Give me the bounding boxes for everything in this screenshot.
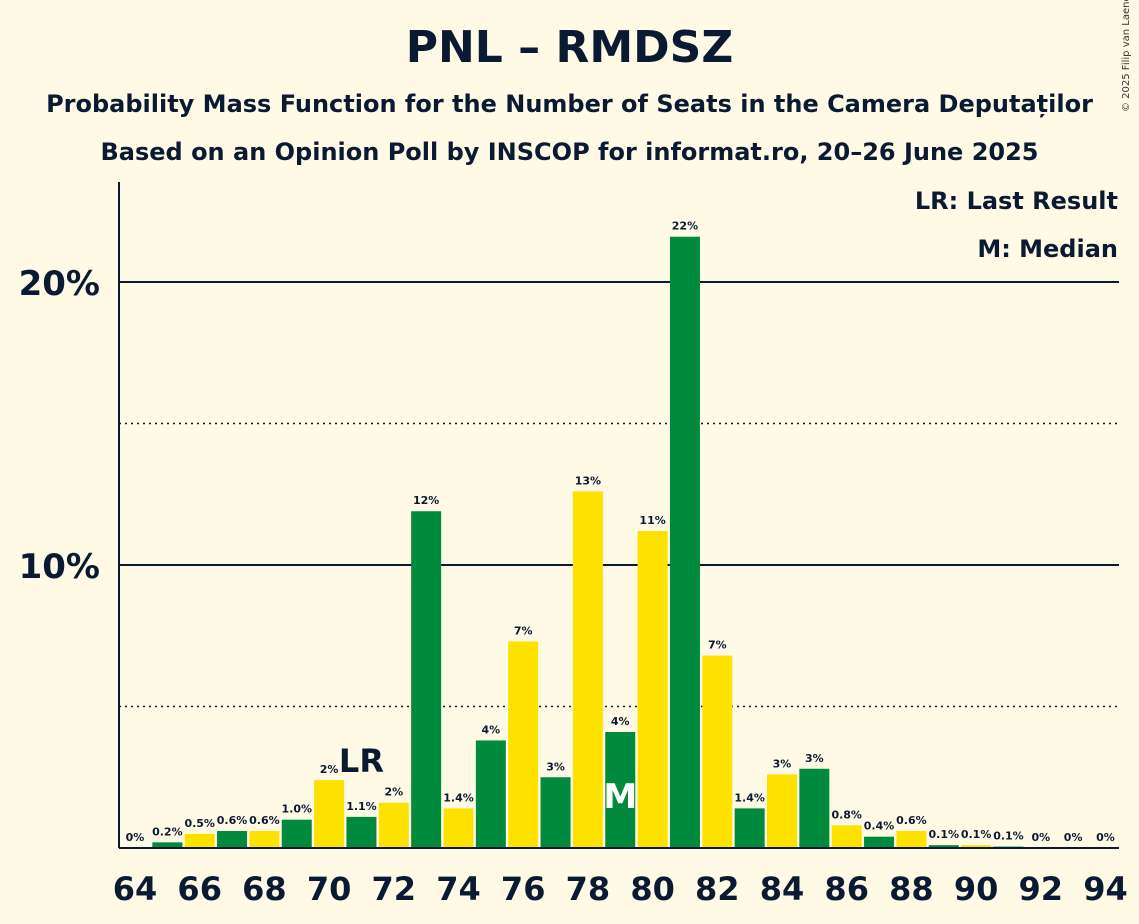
legend-median: M: Median	[977, 235, 1118, 263]
bars	[152, 236, 1024, 849]
bar-seat-77	[540, 777, 571, 848]
bar-seat-89	[928, 845, 959, 848]
x-tick-label: 72	[372, 870, 417, 908]
x-tick-label: 80	[630, 870, 675, 908]
data-label: 1.4%	[734, 791, 765, 804]
bar-seat-78	[572, 491, 603, 848]
data-label: 1.1%	[346, 800, 377, 813]
x-tick-label: 90	[954, 870, 999, 908]
data-labels: 0% 0.2%0.5% 0.6% 0.6%1.0%2%1.1%2%12%1.4%4%7…	[126, 220, 1115, 844]
data-label: 0.2%	[152, 825, 183, 838]
bar-seat-85	[799, 768, 830, 848]
data-label: 4%	[611, 715, 630, 728]
y-tick-label: 10%	[19, 547, 100, 587]
data-label: 2%	[320, 763, 339, 776]
last-result-marker: LR	[339, 742, 384, 780]
bar-seat-79	[605, 731, 636, 848]
chart-title: PNL – RMDSZ	[405, 22, 734, 73]
bar-seat-65	[152, 842, 183, 848]
data-label: 0.1%	[928, 828, 959, 841]
bar-seat-66	[184, 833, 215, 848]
gridlines: 10% 20%	[19, 264, 1119, 708]
x-tick-label: 82	[695, 870, 740, 908]
data-label: 3%	[805, 752, 824, 765]
x-tick-label: 64	[113, 870, 158, 908]
data-label: 0.1%	[961, 828, 992, 841]
bar-seat-72	[378, 802, 409, 848]
x-tick-label: 76	[501, 870, 546, 908]
bar-seat-88	[896, 831, 927, 848]
data-label: 0.6%	[249, 814, 280, 827]
x-tick-label: 92	[1019, 870, 1064, 908]
data-label: 11%	[639, 514, 665, 527]
data-label: 0.4%	[864, 820, 895, 833]
x-tick-label: 78	[566, 870, 611, 908]
bar-seat-90	[961, 845, 992, 848]
bar-seat-74	[443, 808, 474, 848]
bar-seat-71	[346, 816, 377, 848]
x-tick-label: 74	[436, 870, 481, 908]
bar-seat-87	[864, 836, 895, 848]
data-label: 0.5%	[184, 817, 215, 830]
chart-subtitle: Probability Mass Function for the Number…	[46, 90, 1093, 118]
data-label: 0.1%	[993, 830, 1024, 843]
data-label: 2%	[384, 786, 403, 799]
data-label: 13%	[575, 474, 601, 487]
data-label: 3%	[773, 757, 792, 770]
median-marker: M	[603, 777, 637, 817]
data-label: 0%	[1031, 831, 1050, 844]
bar-seat-75	[475, 740, 506, 848]
x-tick-label: 94	[1083, 870, 1128, 908]
data-label: 22%	[672, 220, 698, 233]
bar-seat-76	[508, 641, 539, 848]
bar-seat-86	[831, 825, 862, 848]
data-label: 0.6%	[896, 814, 927, 827]
axes: 64 66 68 70 72 74 76 78 80 82 84 86 88 90 92 94	[113, 182, 1128, 908]
data-label: 4%	[482, 723, 501, 736]
data-label: 0%	[1064, 831, 1083, 844]
data-label: 12%	[413, 494, 439, 507]
data-label: 7%	[514, 624, 533, 637]
x-tick-label: 70	[307, 870, 352, 908]
bar-seat-82	[702, 655, 733, 848]
bar-seat-70	[314, 780, 345, 848]
bar-seat-68	[249, 831, 280, 848]
x-tick-label: 88	[889, 870, 934, 908]
bar-seat-69	[281, 819, 312, 848]
x-tick-label: 66	[177, 870, 222, 908]
bar-seat-80	[637, 531, 668, 848]
x-tick-label: 84	[760, 870, 805, 908]
x-tick-label: 86	[824, 870, 869, 908]
bar-seat-84	[767, 774, 797, 848]
data-label: 1.4%	[443, 791, 474, 804]
bar-seat-73	[411, 511, 442, 848]
y-tick-label: 20%	[19, 264, 100, 304]
data-label: 0%	[126, 831, 145, 844]
bar-seat-83	[734, 808, 765, 848]
x-tick-label: 68	[242, 870, 287, 908]
chart-source: Based on an Opinion Poll by INSCOP for i…	[100, 138, 1039, 166]
data-label: 0.6%	[217, 814, 248, 827]
data-label: 1.0%	[281, 803, 312, 816]
data-label: 3%	[546, 760, 565, 773]
legend-last-result: LR: Last Result	[915, 187, 1118, 215]
bar-seat-81	[669, 236, 700, 849]
data-label: 0.8%	[831, 808, 862, 821]
bar-seat-67	[217, 831, 248, 848]
data-label: 7%	[708, 639, 727, 652]
data-label: 0%	[1096, 831, 1115, 844]
